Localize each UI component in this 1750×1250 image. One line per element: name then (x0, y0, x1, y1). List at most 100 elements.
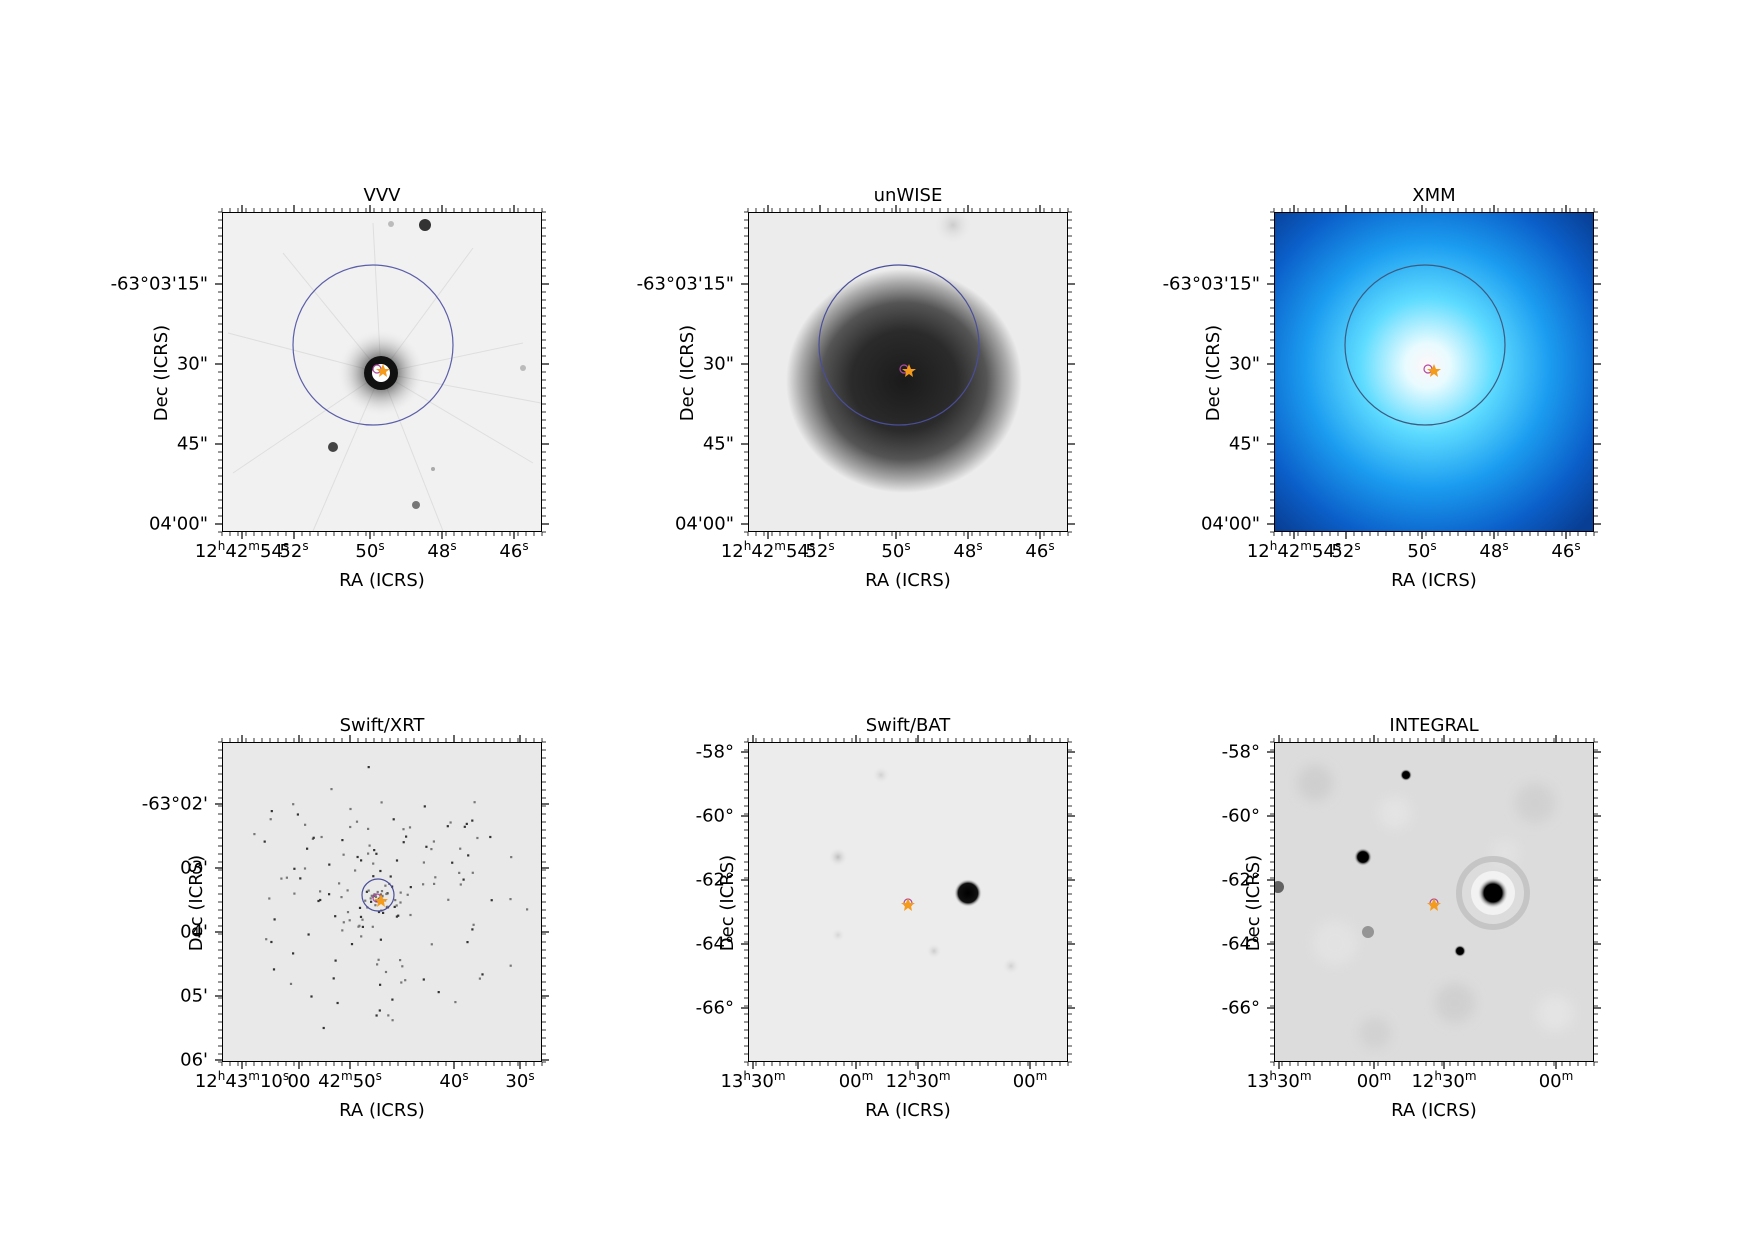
event-dot (361, 925, 364, 928)
y-tick-label: 30" (702, 353, 734, 375)
event-dot (365, 890, 368, 893)
x-tick-label: 52s (1331, 539, 1361, 562)
event-dot (272, 968, 276, 971)
y-tick-label: 30" (1228, 353, 1260, 375)
x-tick-label: 00 (287, 1071, 311, 1092)
event-dot (349, 807, 352, 811)
event-dot (377, 910, 381, 914)
event-dot (471, 928, 474, 931)
event-dot (322, 1026, 325, 1030)
event-dot (466, 941, 469, 944)
panel-xmm: XMM Dec (ICRS) RA (ICRS) 12h42m54s 52s 50s… (1163, 185, 1601, 591)
event-dot (374, 904, 377, 907)
y-tick-label: 45" (176, 433, 208, 455)
event-dot (367, 852, 370, 855)
event-dot (367, 766, 370, 769)
event-dot (270, 940, 273, 944)
event-dot (449, 821, 452, 824)
event-dot (359, 915, 363, 918)
event-dot (356, 855, 359, 859)
event-dot (380, 890, 384, 893)
event-dot (391, 1019, 394, 1022)
event-dot (319, 898, 322, 902)
event-dot (373, 849, 376, 852)
y-tick-label: -66° (1221, 997, 1260, 1019)
event-dot (395, 904, 398, 907)
event-dot (478, 977, 481, 980)
event-dot (404, 979, 407, 982)
x-tick-label: 30s (505, 1069, 535, 1092)
event-dot (423, 805, 426, 808)
x-tick-label: 12h42m54s (194, 539, 290, 562)
event-dot (471, 819, 474, 822)
event-dot (422, 861, 425, 864)
event-dot (296, 813, 299, 816)
x-tick-label: 48s (427, 539, 457, 562)
event-dot (408, 826, 412, 829)
event-dot (370, 894, 373, 897)
event-dot (320, 835, 323, 839)
event-dot (332, 977, 335, 980)
y-tick-label: 30" (176, 353, 208, 375)
event-dot (375, 900, 378, 903)
x-axis-label: RA (ICRS) (865, 1100, 951, 1121)
y-tick-label: -60° (1221, 805, 1260, 827)
event-dot (371, 925, 374, 928)
y-axis-label: Dec (ICRS) (677, 324, 698, 422)
event-dot (269, 818, 272, 821)
event-dot (422, 883, 425, 886)
event-dot (472, 923, 475, 926)
event-dot (350, 943, 354, 946)
event-dot (473, 801, 476, 804)
event-dot (375, 1014, 378, 1017)
vvv-image (223, 213, 541, 531)
y-axis-label: Dec (ICRS) (1203, 324, 1224, 422)
image-xrt (222, 742, 542, 1062)
y-axis-label: Dec (ICRS) (717, 854, 738, 952)
event-dot (306, 847, 309, 850)
event-dot (372, 875, 375, 878)
event-dot (509, 964, 512, 967)
event-dot (348, 919, 351, 922)
event-dot (361, 918, 364, 921)
event-dot (372, 862, 375, 865)
event-dot (387, 1014, 390, 1017)
event-dot (476, 836, 479, 840)
x-tick-label: 00m (838, 1069, 874, 1092)
event-dot (340, 896, 343, 899)
event-dot (379, 983, 382, 986)
event-dot (312, 836, 315, 839)
y-tick-label: 45" (702, 433, 734, 455)
event-dot (489, 835, 492, 839)
panel-title: Swift/XRT (339, 715, 425, 736)
event-dot (459, 847, 462, 850)
x-tick-label: 50s (1407, 539, 1437, 562)
event-dot (399, 891, 402, 894)
event-dot (319, 890, 322, 893)
x-tick-label: 50s (355, 539, 385, 562)
x-axis-label: RA (ICRS) (1391, 570, 1477, 591)
event-dot (400, 981, 403, 984)
y-tick-label: -60° (695, 805, 734, 827)
event-dot (402, 828, 405, 831)
x-tick-label: 50s (881, 539, 911, 562)
panel-bat: Swift/BAT D (696, 715, 1075, 1121)
event-dot (432, 840, 435, 843)
panel-title: VVV (363, 185, 401, 206)
image-vvv (222, 212, 542, 532)
event-dot (386, 905, 389, 908)
event-dot (280, 877, 283, 880)
panel-title: unWISE (873, 185, 943, 206)
event-dot (342, 853, 345, 856)
event-dot (292, 803, 295, 806)
event-dot (406, 893, 409, 896)
event-dot (405, 835, 408, 838)
x-tick-label: 00m (1538, 1069, 1574, 1092)
event-dot (341, 839, 344, 842)
event-dot (395, 915, 398, 918)
event-dot (374, 895, 378, 899)
y-tick-label: -63°03'15" (1162, 273, 1260, 295)
event-dot (334, 915, 337, 918)
y-axis-label: Dec (ICRS) (186, 854, 207, 952)
event-dot (346, 911, 350, 914)
